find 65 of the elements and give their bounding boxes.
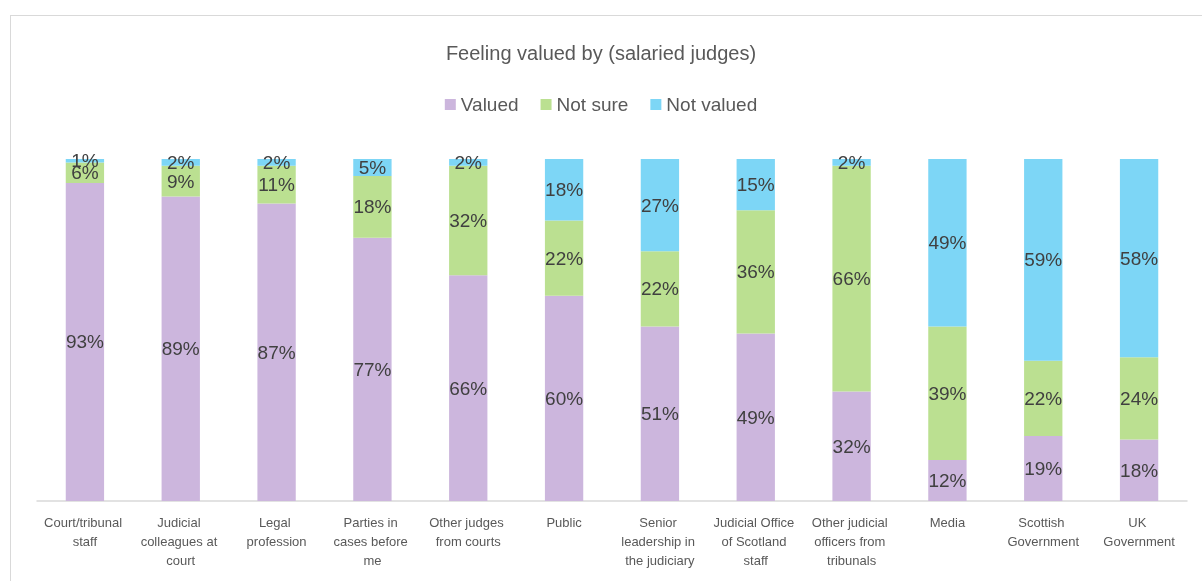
data-label: 24% [1120, 387, 1159, 409]
data-label: 22% [545, 247, 584, 269]
x-tick-label: Parties in cases before me [333, 515, 412, 568]
data-label: 22% [1024, 387, 1063, 409]
bar [65, 182, 105, 501]
bar [257, 203, 296, 501]
data-label: 66% [832, 268, 871, 290]
x-tick-label: Court/tribunal staff [44, 515, 126, 549]
data-label: 27% [640, 194, 680, 216]
x-tick-label: Scottish Government [1007, 515, 1080, 549]
bar [353, 176, 392, 238]
data-label: 51% [640, 403, 680, 425]
chart-title: Feeling valued by (salaried judges) [445, 42, 757, 64]
data-label: 18% [545, 179, 584, 201]
data-label: 60% [545, 387, 584, 409]
bar [928, 326, 967, 460]
data-label: 49% [736, 406, 775, 428]
x-tick-label: Senior leadership in the judiciary [621, 515, 699, 568]
x-tick-label: Other judicial officers from tribunals [811, 515, 892, 568]
bar [161, 196, 200, 501]
legend-label: Valued [460, 94, 519, 115]
bar [1119, 357, 1159, 440]
data-label: 18% [353, 196, 392, 218]
data-label: 5% [358, 157, 387, 179]
data-label: 58% [1120, 247, 1159, 269]
data-label: 32% [832, 435, 871, 457]
data-label: 15% [736, 174, 775, 196]
bar [832, 391, 871, 501]
data-label: 89% [161, 338, 200, 360]
data-label: 66% [449, 377, 488, 399]
bar [928, 159, 967, 327]
data-label: 11% [258, 174, 295, 196]
data-label: 9% [167, 170, 195, 192]
data-label: 36% [736, 261, 775, 283]
legend-label: Not valued [666, 94, 758, 115]
bar [640, 159, 680, 252]
data-label: 19% [1024, 458, 1063, 480]
x-tick-label: Legal profession [246, 515, 307, 549]
data-label: 77% [353, 358, 392, 380]
bar [544, 220, 584, 296]
x-tick-label: Media [929, 515, 966, 530]
data-label: 22% [640, 278, 680, 300]
data-label: 87% [257, 341, 296, 363]
data-label: 39% [928, 382, 967, 404]
data-label: 18% [1120, 459, 1159, 481]
x-tick-label: Public [546, 515, 583, 530]
x-tick-label: UK Government [1103, 515, 1176, 549]
data-label: 59% [1024, 249, 1063, 271]
x-tick-label: Judicial Office of Scotland staff [713, 515, 798, 568]
bar [544, 295, 584, 501]
bar [736, 210, 775, 334]
x-tick-label: Other judges from courts [429, 515, 508, 549]
bar [736, 333, 775, 501]
bar [640, 326, 680, 501]
bar [1024, 159, 1063, 361]
data-label: 93% [65, 331, 105, 353]
data-label: 49% [928, 232, 967, 254]
x-tick-label: Judicial colleagues at court [140, 515, 221, 568]
bar [640, 251, 680, 327]
bar [1119, 159, 1159, 358]
legend-label: Not sure [556, 94, 629, 115]
data-label: 32% [449, 210, 488, 232]
bar [449, 275, 488, 501]
bar [353, 237, 392, 501]
data-label: 12% [928, 469, 967, 491]
